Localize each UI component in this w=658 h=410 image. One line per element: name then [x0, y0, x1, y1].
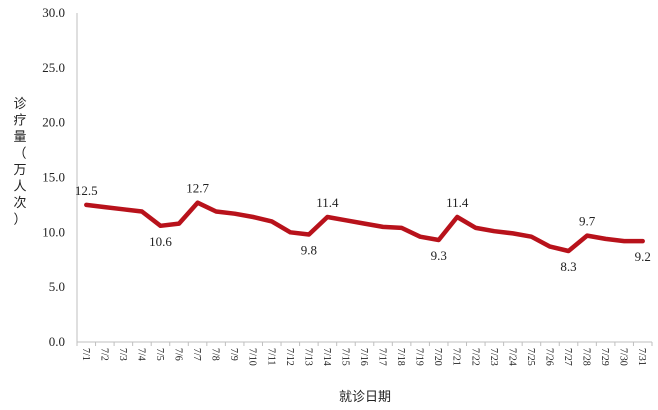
data-label: 9.8	[301, 243, 317, 258]
x-tick-label: 7/31	[636, 348, 647, 366]
data-label: 12.7	[186, 181, 209, 196]
x-tick-label: 7/5	[154, 348, 165, 361]
y-axis-title-char: 万	[13, 163, 26, 178]
x-tick-label: 7/9	[228, 348, 239, 361]
data-label: 10.6	[149, 234, 172, 249]
y-axis-title-char: 次	[13, 195, 26, 211]
y-tick-label: 20.0	[42, 115, 65, 130]
x-tick-label: 7/17	[377, 348, 388, 366]
x-tick-label: 7/6	[173, 348, 184, 361]
x-axis-title: 就诊日期	[339, 390, 391, 405]
x-tick-label: 7/21	[451, 348, 462, 366]
data-label: 9.7	[579, 214, 596, 229]
x-tick-label: 7/10	[247, 348, 258, 366]
x-tick-label: 7/24	[506, 348, 517, 366]
x-tick-label: 7/15	[339, 348, 350, 366]
x-tick-label: 7/25	[525, 348, 536, 366]
data-labels: 12.5 10.6 12.7 9.8 11.4 9.3 11.4 8.3 9.7 9.2	[75, 181, 651, 274]
x-tick-label: 7/23	[488, 348, 499, 366]
y-axis-title-char: 诊	[13, 97, 26, 112]
data-label: 8.3	[560, 259, 576, 274]
data-label: 11.4	[446, 195, 469, 210]
x-tick-label: 7/3	[117, 348, 128, 361]
y-axis-ticks: 0.0 5.0 10.0 15.0 20.0 25.0 30.0	[42, 5, 65, 349]
x-tick-label: 7/30	[618, 348, 629, 366]
x-tick-label: 7/26	[543, 348, 554, 366]
series-line-group	[84, 200, 645, 254]
y-axis-title-char: ）	[13, 213, 26, 228]
y-axis-title-char: 人	[13, 180, 26, 195]
data-label: 9.2	[635, 249, 651, 264]
x-tick-label: 7/7	[191, 348, 202, 361]
data-label: 12.5	[75, 183, 98, 198]
data-label: 9.3	[431, 248, 447, 263]
y-axis-title-char: （	[13, 147, 26, 162]
x-tick-label: 7/1	[80, 348, 91, 361]
x-tick-label: 7/27	[562, 348, 573, 366]
y-axis-title-char: 疗	[13, 114, 26, 129]
x-tick-label: 7/4	[135, 348, 146, 361]
x-tick-label: 7/22	[469, 348, 480, 366]
y-tick-label: 15.0	[42, 170, 65, 185]
y-axis-title-text: 诊疗量 （万人次 ）	[13, 97, 26, 228]
y-tick-label: 10.0	[42, 224, 65, 239]
axis-lines	[76, 13, 652, 343]
x-tick-label: 7/2	[98, 348, 109, 361]
x-tick-label: 7/16	[358, 348, 369, 366]
x-tick-label: 7/11	[265, 348, 276, 365]
y-tick-label: 5.0	[49, 279, 65, 294]
x-tick-label: 7/20	[432, 348, 443, 366]
x-tick-label: 7/8	[210, 348, 221, 361]
x-tick-label: 7/12	[284, 348, 295, 366]
y-axis-title: 诊疗量 （万人次 ）	[13, 97, 26, 228]
y-axis-title-char: 量	[13, 130, 26, 145]
y-tick-label: 30.0	[42, 5, 65, 20]
x-tick-label: 7/18	[395, 348, 406, 366]
x-tick-label: 7/28	[581, 348, 592, 366]
x-tick-label: 7/14	[321, 348, 332, 366]
x-axis-ticks: 7/1 7/2 7/3 7/4 7/5 7/6 7/7 7/8 7/9 7/10 7/11 7/12 7…	[76, 342, 653, 366]
y-tick-label: 0.0	[49, 334, 65, 349]
y-tick-label: 25.0	[42, 60, 65, 75]
x-tick-label: 7/29	[599, 348, 610, 366]
x-tick-label: 7/19	[414, 348, 425, 366]
x-tick-label: 7/13	[302, 348, 313, 366]
data-label: 11.4	[316, 195, 339, 210]
